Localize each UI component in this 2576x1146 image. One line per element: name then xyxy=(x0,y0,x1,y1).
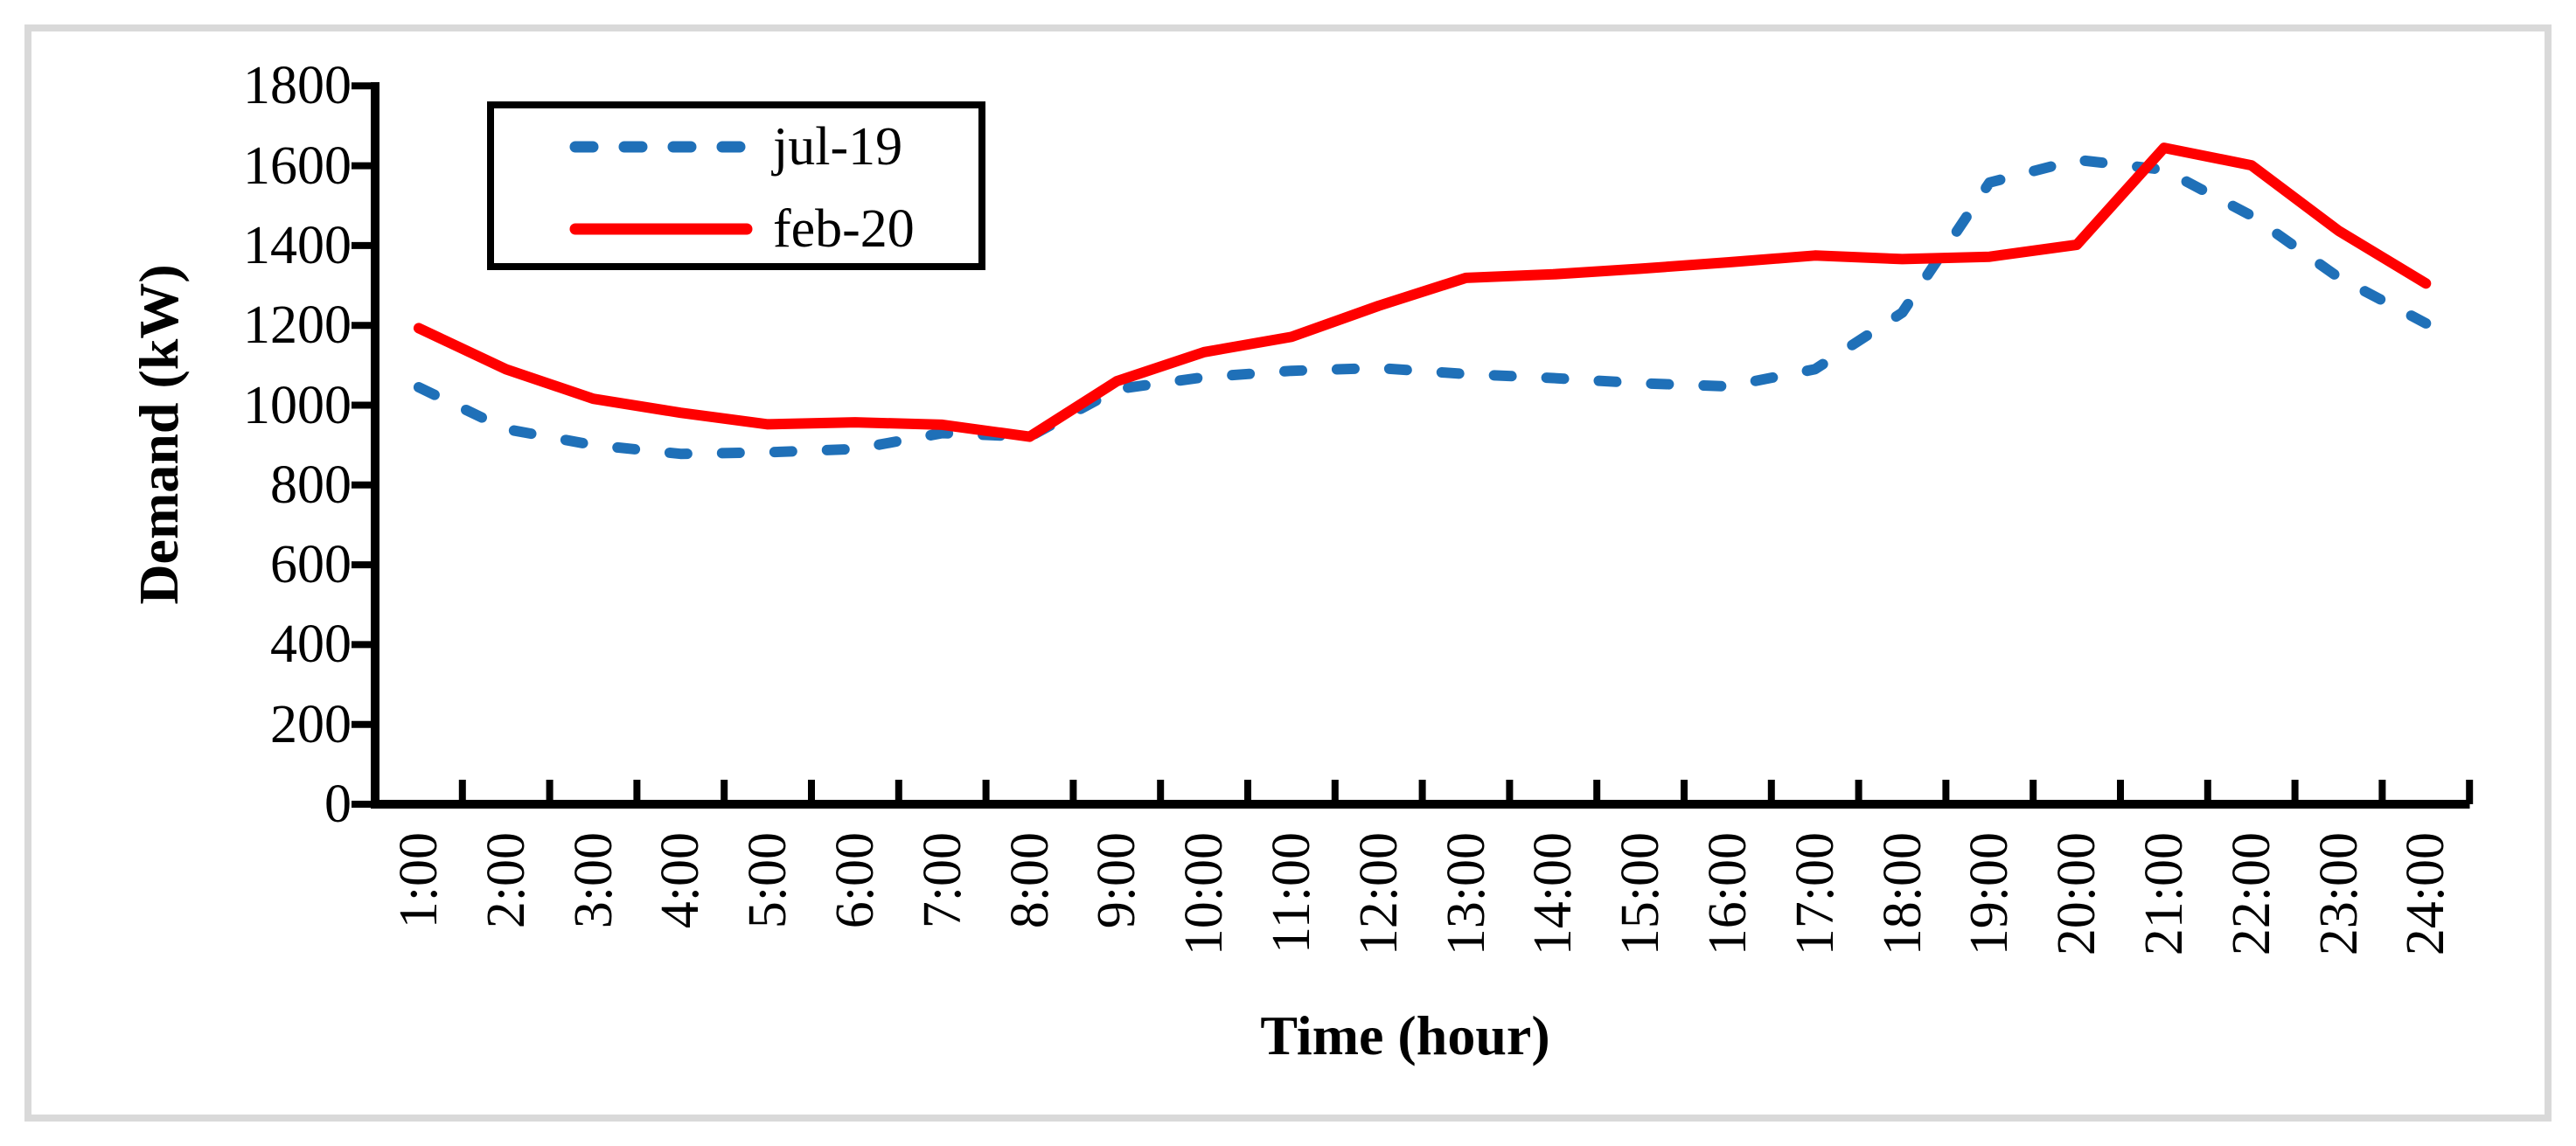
x-tick-label: 9:00 xyxy=(1087,832,1147,929)
x-tick-label: 6:00 xyxy=(825,832,885,929)
y-tick-label: 600 xyxy=(270,535,352,595)
y-tick-label: 1200 xyxy=(243,295,352,356)
jul-19-line xyxy=(413,154,2432,460)
y-tick-label: 400 xyxy=(270,615,352,675)
x-tick-label: 17:00 xyxy=(1785,832,1845,956)
y-tick-label: 1400 xyxy=(243,215,352,275)
x-tick-label: 24:00 xyxy=(2396,832,2456,956)
y-tick-label: 0 xyxy=(324,774,352,834)
x-tick-label: 23:00 xyxy=(2308,832,2369,956)
x-tick-label: 4:00 xyxy=(651,832,711,929)
feb-20-line xyxy=(413,142,2432,442)
legend: jul-19 feb-20 xyxy=(487,101,985,270)
x-tick-label: 16:00 xyxy=(1697,832,1758,956)
y-tick-label: 1600 xyxy=(243,135,352,196)
y-tick-label: 1800 xyxy=(243,56,352,116)
x-tick-label: 8:00 xyxy=(999,832,1060,929)
feb-20-legend-line-icon xyxy=(569,223,753,235)
x-tick-label: 21:00 xyxy=(2134,832,2194,956)
x-axis-title: Time (hour) xyxy=(1260,1004,1550,1066)
legend-label-feb-20: feb-20 xyxy=(773,199,915,259)
y-axis-title: Demand (kW) xyxy=(128,264,190,605)
legend-label-jul-19: jul-19 xyxy=(773,117,903,177)
x-tick-label: 22:00 xyxy=(2221,832,2281,956)
y-tick-label: 800 xyxy=(270,455,352,515)
x-tick-label: 5:00 xyxy=(738,832,798,929)
x-tick-label: 18:00 xyxy=(1872,832,1932,956)
y-tick-label: 1000 xyxy=(243,375,352,435)
x-tick-label: 2:00 xyxy=(476,832,536,929)
y-tick-label: 200 xyxy=(270,694,352,754)
x-tick-label: 3:00 xyxy=(563,832,623,929)
axes xyxy=(352,82,2474,809)
jul-19-legend-line-icon xyxy=(569,141,753,153)
x-tick-label: 1:00 xyxy=(388,832,449,929)
x-tick-label: 19:00 xyxy=(1960,832,2020,956)
x-tick-label: 7:00 xyxy=(912,832,972,929)
figure-border xyxy=(24,24,2552,1122)
x-tick-label: 20:00 xyxy=(2047,832,2107,956)
